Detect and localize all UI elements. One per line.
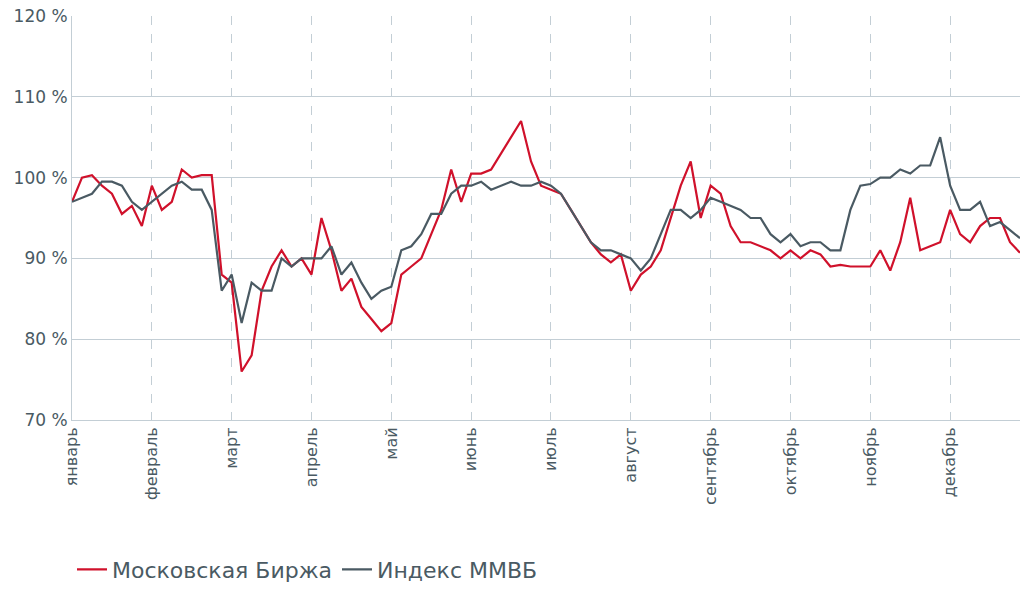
svg-text:100 %: 100 % xyxy=(14,168,68,188)
svg-text:июнь: июнь xyxy=(461,427,480,471)
svg-text:март: март xyxy=(222,427,241,468)
svg-text:декабрь: декабрь xyxy=(940,427,959,497)
svg-text:Московская Биржа: Московская Биржа xyxy=(112,558,332,583)
svg-text:ноябрь: ноябрь xyxy=(861,427,880,486)
svg-text:110 %: 110 % xyxy=(14,87,68,107)
svg-text:120 %: 120 % xyxy=(14,6,68,26)
svg-text:сентябрь: сентябрь xyxy=(701,427,720,505)
svg-text:80 %: 80 % xyxy=(24,329,67,349)
svg-text:90 %: 90 % xyxy=(24,248,67,268)
svg-text:апрель: апрель xyxy=(302,427,321,487)
svg-text:Индекс ММВБ: Индекс ММВБ xyxy=(377,558,537,583)
svg-text:февраль: февраль xyxy=(142,427,161,500)
svg-text:май: май xyxy=(382,427,401,459)
svg-text:июль: июль xyxy=(541,427,560,471)
svg-text:январь: январь xyxy=(62,427,81,486)
svg-text:70 %: 70 % xyxy=(24,410,67,430)
svg-text:август: август xyxy=(621,427,640,482)
svg-text:октябрь: октябрь xyxy=(781,427,800,495)
